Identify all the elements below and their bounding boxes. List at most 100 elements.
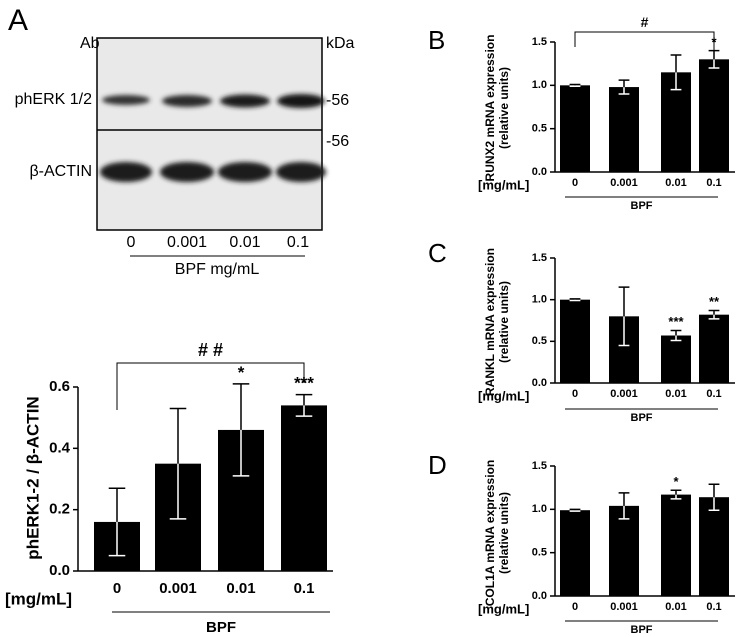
group-label: BPF <box>631 200 653 212</box>
y-axis-label: RUNX2 mRNA expression <box>483 35 497 182</box>
y-tick-label: 1.0 <box>532 294 547 306</box>
x-tick-label: 0.1 <box>706 601 721 613</box>
bar <box>661 494 691 596</box>
error-bar-lower <box>108 521 126 557</box>
y-tick-label: 0.5 <box>532 547 547 559</box>
group-label: BPF <box>631 624 653 636</box>
error-bar-lower <box>618 87 630 95</box>
band <box>160 162 214 182</box>
x-tick-label: 0.001 <box>610 177 638 189</box>
row-label: β-ACTIN <box>29 163 92 180</box>
lane-label: 0.1 <box>287 234 309 251</box>
x-unit-label: [mg/mL] <box>478 601 529 616</box>
panel-label: D <box>428 450 447 480</box>
ab-label: Ab <box>80 35 100 52</box>
y-tick-label: 1.5 <box>532 36 547 48</box>
error-bar-upper <box>708 483 720 498</box>
y-tick-label: 0.0 <box>532 377 547 389</box>
error-bar-upper <box>708 49 720 60</box>
error-bar-lower <box>708 59 720 69</box>
bracket-label: # <box>641 14 649 30</box>
error-bar-upper <box>295 393 313 406</box>
x-tick-label: 0 <box>113 580 121 597</box>
lane-label: 0.01 <box>229 234 260 251</box>
x-tick-label: 0.1 <box>706 177 721 189</box>
x-unit-label: [mg/mL] <box>478 388 529 403</box>
western-blot: Ab kDa phERK 1/2 β-ACTIN -56 -56 0 0.001… <box>15 35 355 278</box>
error-bar-lower <box>569 299 581 302</box>
error-bar-lower <box>295 405 313 417</box>
error-bar-upper <box>670 329 682 336</box>
bar <box>609 505 639 596</box>
error-bar-lower <box>708 314 720 320</box>
error-bar-upper <box>569 83 581 86</box>
y-axis-label: COL1A mRNA expression <box>483 460 497 606</box>
band <box>162 95 212 107</box>
bar <box>699 497 729 596</box>
bracket <box>116 362 305 410</box>
y-tick-label: 1.5 <box>532 460 547 472</box>
error-bar-lower <box>708 497 720 511</box>
x-tick-label: 0.01 <box>665 601 686 613</box>
y-tick-label: 0.2 <box>49 501 70 518</box>
y-axis-label: (relative units) <box>497 492 511 574</box>
row-label: phERK 1/2 <box>15 91 92 108</box>
error-bar-lower <box>618 505 630 520</box>
error-bar-upper <box>169 407 187 464</box>
lane-label: 0 <box>127 234 136 251</box>
error-bar-lower <box>569 510 581 512</box>
error-bar-upper <box>618 492 630 506</box>
error-bar-upper <box>569 508 581 511</box>
error-bar-upper <box>232 383 250 430</box>
bar <box>281 405 327 571</box>
x-tick-label: 0.001 <box>159 580 197 597</box>
y-tick-label: 0.5 <box>532 335 547 347</box>
group-label: BPF <box>631 412 653 424</box>
y-tick-label: 0.0 <box>532 590 547 602</box>
error-bar-upper <box>618 79 630 88</box>
marker-label: -56 <box>326 92 349 109</box>
y-tick-label: 1.0 <box>532 503 547 515</box>
x-tick-label: 0.01 <box>226 580 255 597</box>
blot-frame <box>96 37 323 231</box>
band <box>277 94 325 108</box>
panel-label: B <box>428 25 445 55</box>
error-bar-lower <box>670 335 682 342</box>
x-tick-label: 0 <box>572 177 578 189</box>
x-unit-label: [mg/mL] <box>478 177 529 192</box>
bar <box>560 510 590 596</box>
x-tick-label: 0 <box>572 601 578 613</box>
x-tick-label: 0 <box>572 388 578 400</box>
y-tick-label: 0.5 <box>532 123 547 135</box>
bar <box>661 335 691 383</box>
y-tick-label: 0.0 <box>532 166 547 178</box>
y-tick-label: 1.5 <box>532 252 547 264</box>
bar <box>699 314 729 383</box>
y-tick-label: 0.4 <box>49 439 71 456</box>
panel-label: A <box>8 4 28 37</box>
error-bar-lower <box>569 85 581 87</box>
error-bar-upper <box>670 489 682 495</box>
x-tick-label: 0.1 <box>294 580 315 597</box>
lane-label: 0.001 <box>167 234 207 251</box>
bar <box>560 85 590 172</box>
y-tick-label: 0.0 <box>49 562 70 579</box>
error-bar-upper <box>618 286 630 317</box>
y-axis-label: RANKL mRNA expression <box>483 248 497 396</box>
group-label: BPF <box>206 619 236 636</box>
error-bar-lower <box>670 72 682 91</box>
significance-label: *** <box>668 314 684 329</box>
error-bar-upper <box>569 298 581 300</box>
significance-label: *** <box>294 374 314 393</box>
y-tick-label: 0.6 <box>49 378 70 395</box>
kda-label: kDa <box>326 35 355 52</box>
error-bar-upper <box>108 487 126 522</box>
y-axis-label: phERK1-2 / β-ACTIN <box>23 396 42 559</box>
error-bar-upper <box>708 309 720 315</box>
y-axis-label: (relative units) <box>497 67 511 149</box>
band <box>100 162 152 182</box>
bar <box>699 59 729 173</box>
y-axis-label: (relative units) <box>497 281 511 363</box>
error-bar-lower <box>670 494 682 500</box>
panel-label: C <box>428 238 447 268</box>
